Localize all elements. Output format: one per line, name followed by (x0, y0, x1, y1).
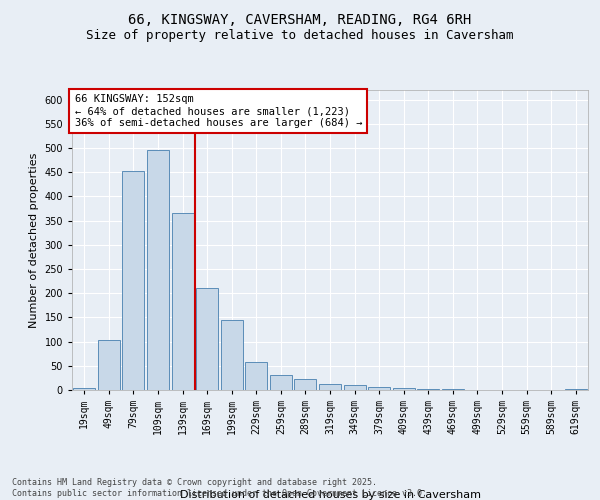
Bar (344, 385, 365, 390)
Text: 66, KINGSWAY, CAVERSHAM, READING, RG4 6RH: 66, KINGSWAY, CAVERSHAM, READING, RG4 6R… (128, 12, 472, 26)
Bar (221, 320, 243, 390)
Bar (295, 380, 316, 390)
Bar (319, 384, 341, 390)
Bar (98, 340, 120, 390)
Bar (392, 388, 415, 390)
Bar (172, 214, 194, 390)
Text: Size of property relative to detached houses in Caversham: Size of property relative to detached ho… (86, 29, 514, 42)
Text: 66 KINGSWAY: 152sqm
← 64% of detached houses are smaller (1,223)
36% of semi-det: 66 KINGSWAY: 152sqm ← 64% of detached ho… (74, 94, 362, 128)
Bar (442, 389, 464, 390)
Bar (196, 288, 218, 390)
Bar (73, 388, 95, 390)
X-axis label: Distribution of detached houses by size in Caversham: Distribution of detached houses by size … (179, 490, 481, 500)
Bar (245, 362, 268, 390)
Bar (565, 389, 587, 390)
Bar (147, 150, 169, 390)
Bar (270, 376, 292, 390)
Bar (417, 388, 439, 390)
Bar (368, 386, 390, 390)
Text: Contains HM Land Registry data © Crown copyright and database right 2025.
Contai: Contains HM Land Registry data © Crown c… (12, 478, 427, 498)
Y-axis label: Number of detached properties: Number of detached properties (29, 152, 39, 328)
Bar (122, 171, 145, 390)
